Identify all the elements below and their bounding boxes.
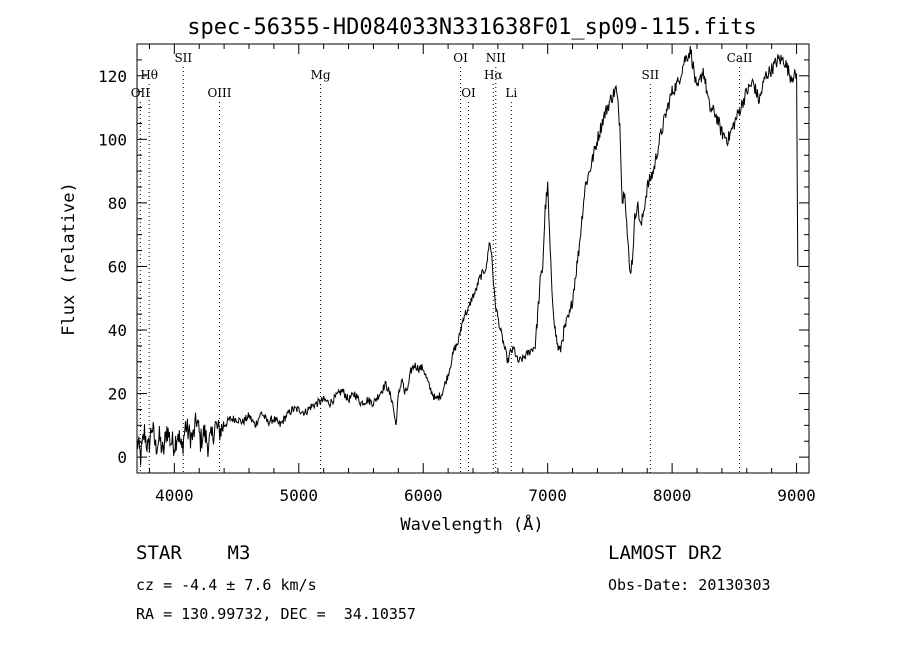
line-label: Hθ xyxy=(140,68,158,82)
spectrum-line xyxy=(136,45,799,466)
line-label: OI xyxy=(461,86,476,100)
obs-date: Obs-Date: 20130303 xyxy=(608,576,771,594)
line-label: SII xyxy=(174,51,192,65)
y-axis-label: Flux (relative) xyxy=(59,182,79,336)
x-axis-label: Wavelength (Å) xyxy=(400,513,543,535)
x-tick-label: 5000 xyxy=(280,486,319,505)
y-tick-label: 80 xyxy=(108,194,127,213)
x-tick-label: 9000 xyxy=(777,486,816,505)
survey-name: LAMOST DR2 xyxy=(608,542,723,564)
x-tick-label: 4000 xyxy=(155,486,194,505)
line-label: OIII xyxy=(207,86,231,100)
line-label: SII xyxy=(641,68,659,82)
line-label: Mg xyxy=(311,68,331,82)
y-tick-label: 60 xyxy=(108,257,127,276)
object-class: STAR M3 xyxy=(136,542,251,564)
x-tick-label: 7000 xyxy=(528,486,567,505)
plot-frame xyxy=(136,43,810,474)
x-tick-label: 8000 xyxy=(653,486,692,505)
line-label: OII xyxy=(131,86,151,100)
coordinates: RA = 130.99732, DEC = 34.10357 xyxy=(136,605,416,623)
x-axis: 4000 5000 6000 7000 8000 9000 xyxy=(148,44,816,505)
line-label: NII xyxy=(486,51,506,65)
y-tick-label: 120 xyxy=(98,67,127,86)
chart-title: spec-56355-HD084033N331638F01_sp09-115.f… xyxy=(187,15,757,40)
y-tick-label: 40 xyxy=(108,321,127,340)
line-label: CaII xyxy=(727,51,753,65)
redshift-value: cz = -4.4 ± 7.6 km/s xyxy=(136,576,317,594)
y-tick-label: 100 xyxy=(98,130,127,149)
line-label: Hα xyxy=(484,68,503,82)
y-tick-label: 0 xyxy=(117,448,127,467)
line-label: OI xyxy=(453,51,468,65)
x-tick-label: 6000 xyxy=(404,486,443,505)
y-axis: 0 20 40 60 80 100 120 xyxy=(98,43,809,474)
y-tick-label: 20 xyxy=(108,385,127,404)
line-label: Li xyxy=(505,86,517,100)
